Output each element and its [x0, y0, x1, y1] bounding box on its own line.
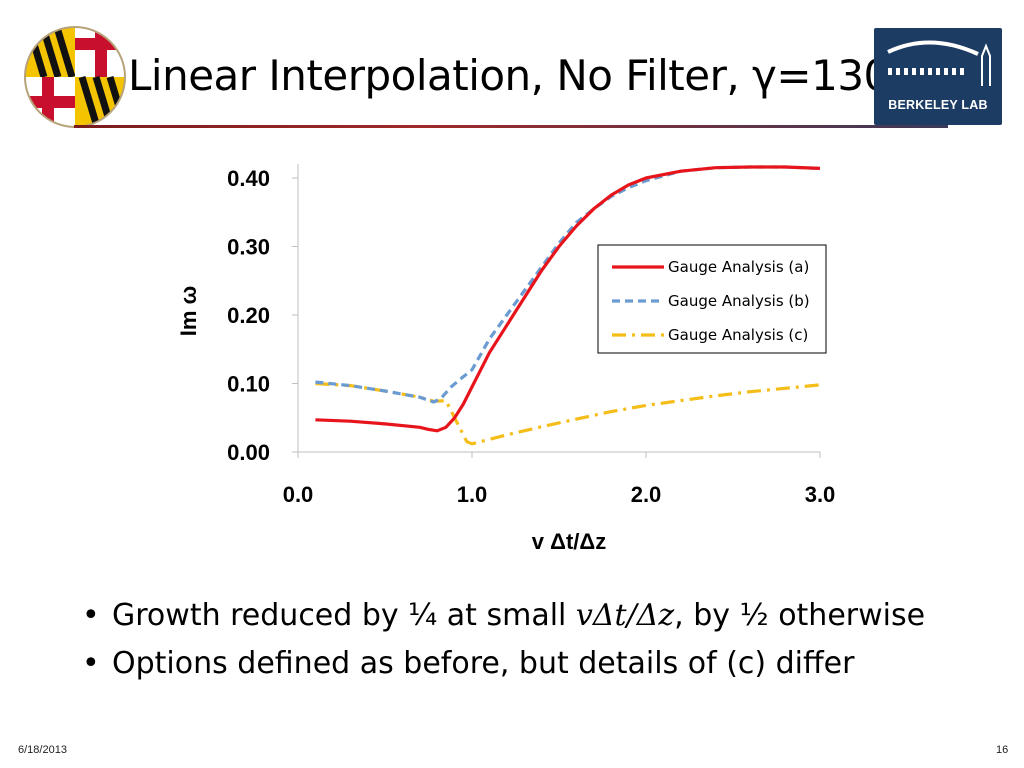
legend-label: Gauge Analysis (a): [668, 258, 809, 276]
x-tick-label: 1.0: [457, 482, 488, 507]
legend-label: Gauge Analysis (c): [668, 326, 808, 344]
y-tick-label: 0.40: [227, 166, 270, 191]
berkeley-lab-logo: BERKELEY LAB: [874, 28, 1002, 125]
bullet-item: • Options defined as before, but details…: [80, 640, 925, 688]
math-expression: vΔt/Δz: [575, 598, 675, 633]
chart-series: [315, 165, 821, 446]
bullet-dot-icon: •: [82, 646, 100, 681]
y-tick-label: 0.20: [227, 303, 270, 328]
x-tick-label: 2.0: [631, 482, 662, 507]
chart-legend: Gauge Analysis (a) Gauge Analysis (b) Gaug…: [597, 244, 827, 354]
bullet-list: • Growth reduced by ¼ at small vΔt/Δz, b…: [80, 592, 925, 688]
university-logo: [24, 26, 126, 128]
slide-title: Linear Interpolation, No Filter, γ=130: [128, 51, 890, 100]
y-tick-label: 0.10: [227, 372, 270, 397]
y-tick-label: 0.30: [227, 235, 270, 260]
y-axis-title: Im ω: [176, 286, 201, 336]
bullet-item: • Growth reduced by ¼ at small vΔt/Δz, b…: [80, 592, 925, 640]
slide-number: 16: [996, 744, 1009, 756]
slide-date: 6/18/2013: [18, 744, 67, 756]
y-tick-label: 0.00: [227, 440, 270, 465]
legend-label: Gauge Analysis (b): [668, 292, 810, 310]
series-line-solid: [315, 165, 821, 433]
bullet-dot-icon: •: [82, 598, 100, 633]
legend-box: [597, 244, 827, 354]
series-line-dashdot: [315, 381, 821, 446]
berkeley-lab-logo-text: BERKELEY LAB: [888, 98, 988, 112]
berkeley-lab-emblem-icon: [887, 40, 991, 86]
x-tick-label: 3.0: [805, 482, 836, 507]
title-divider: [74, 125, 948, 128]
chart-axes: 0.00 0.10 0.20 0.30 0.40 0.0 1.0 2.0 3.0 v Δt/Δz I…: [176, 164, 835, 554]
growth-rate-chart: 0.00 0.10 0.20 0.30 0.40 0.0 1.0 2.0 3.0 v Δt/Δz I…: [176, 164, 835, 554]
x-axis-title: v Δt/Δz: [532, 529, 606, 554]
x-tick-label: 0.0: [283, 482, 314, 507]
